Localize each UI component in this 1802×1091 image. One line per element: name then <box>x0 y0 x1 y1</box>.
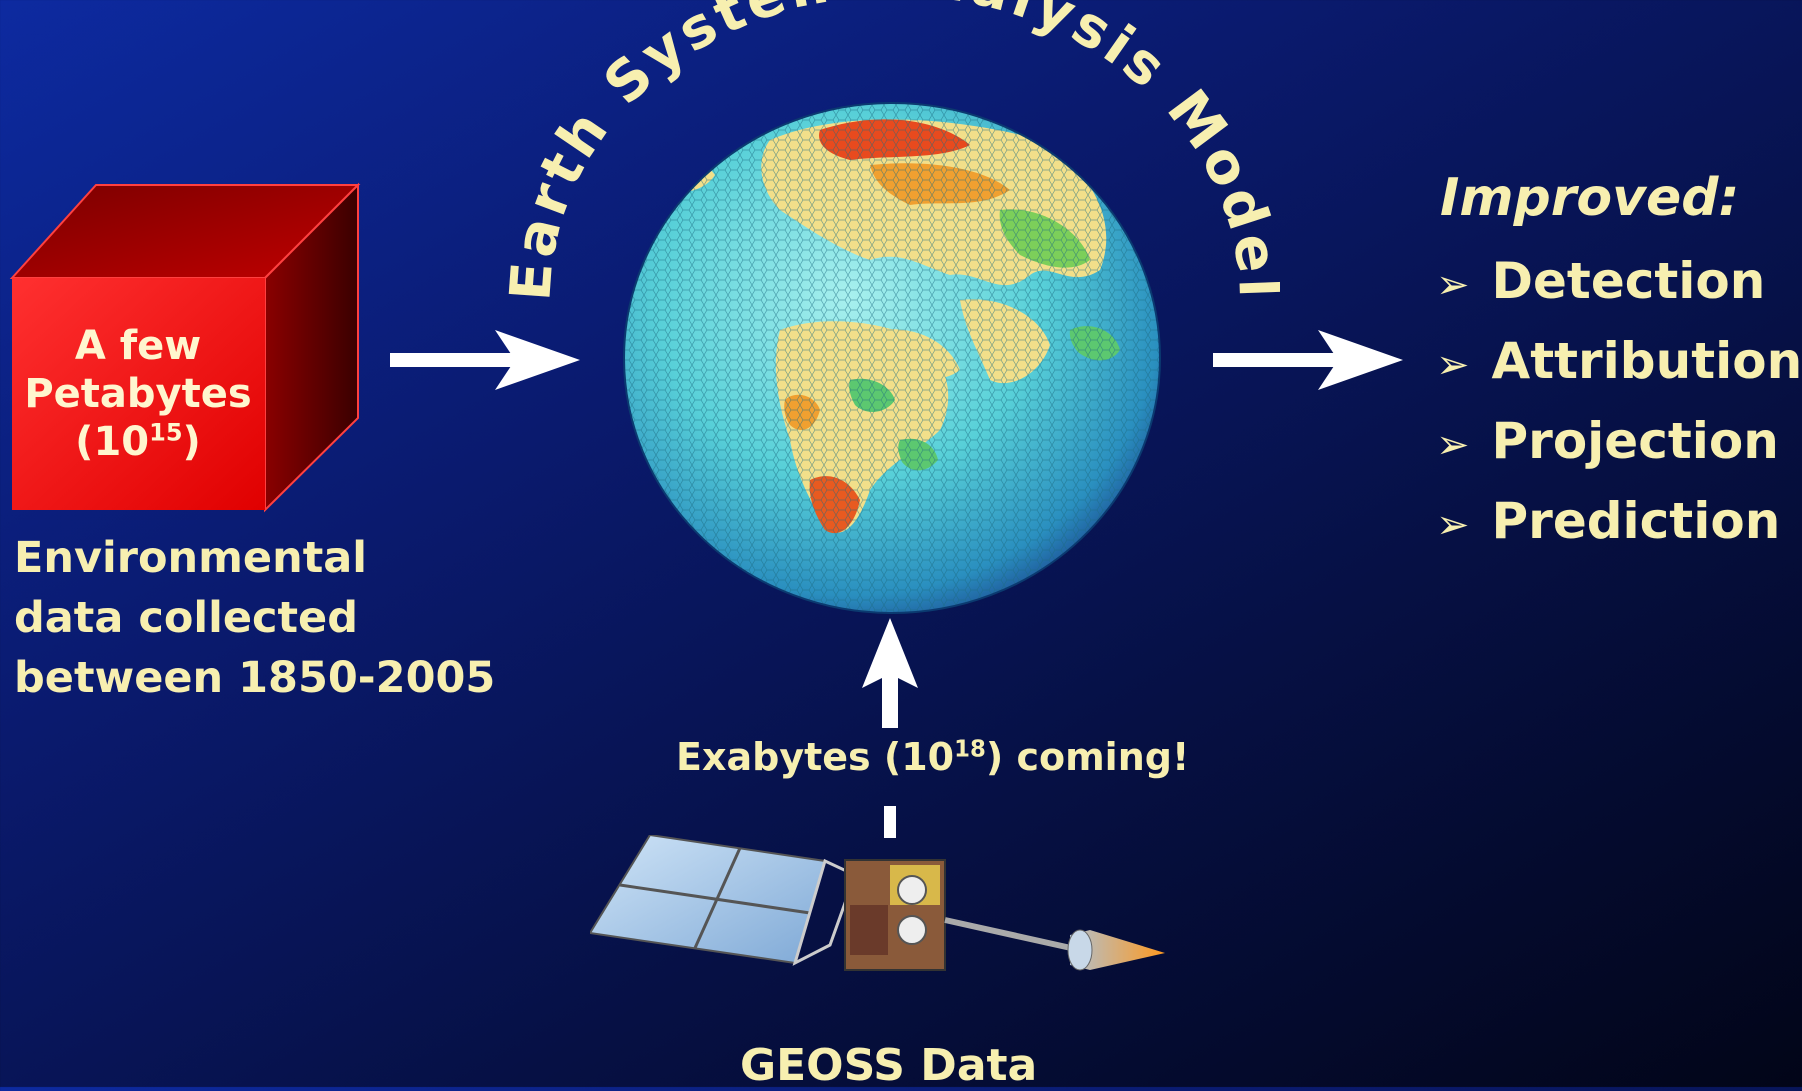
outcome-projection: ➢ Projection <box>1436 412 1779 470</box>
satellite-image <box>590 835 1165 971</box>
earth-globe <box>623 102 1161 614</box>
input-arrow <box>390 330 580 390</box>
model-title-arc: Earth System Analysis Model <box>498 0 1280 303</box>
satellite-upload-arrow <box>862 618 918 838</box>
arrowhead-bullet-icon: ➢ <box>1436 342 1470 388</box>
data-cube <box>9 182 361 513</box>
outcome-prediction: ➢ Prediction <box>1436 492 1781 550</box>
environmental-data-caption: Environmental data collected between 185… <box>14 528 534 709</box>
cube-label-line3: (1015) <box>75 418 201 465</box>
arrowhead-bullet-icon: ➢ <box>1436 422 1470 468</box>
exabytes-label: Exabytes (1018) coming! <box>676 735 1190 779</box>
geoss-data-label: GEOSS Data <box>740 1040 1038 1091</box>
outcome-detection: ➢ Detection <box>1436 252 1766 310</box>
env-line3: between 1850-2005 <box>14 653 496 704</box>
cube-label: A few Petabytes (1015) <box>12 278 264 510</box>
arrowhead-bullet-icon: ➢ <box>1436 502 1470 548</box>
env-line1: Environmental <box>14 533 368 583</box>
model-title: Earth System Analysis Model <box>498 0 1280 303</box>
arrowhead-bullet-icon: ➢ <box>1436 262 1470 308</box>
cube-label-line1: A few <box>74 323 202 369</box>
outcome-attribution: ➢ Attribution <box>1436 332 1802 390</box>
output-arrow <box>1213 330 1403 390</box>
svg-text:Earth System Analysis Model: Earth System Analysis Model <box>498 0 1280 303</box>
improved-heading: Improved: <box>1440 168 1740 228</box>
env-line2: data collected <box>14 593 358 644</box>
cube-label-line2: Petabytes <box>24 371 252 417</box>
